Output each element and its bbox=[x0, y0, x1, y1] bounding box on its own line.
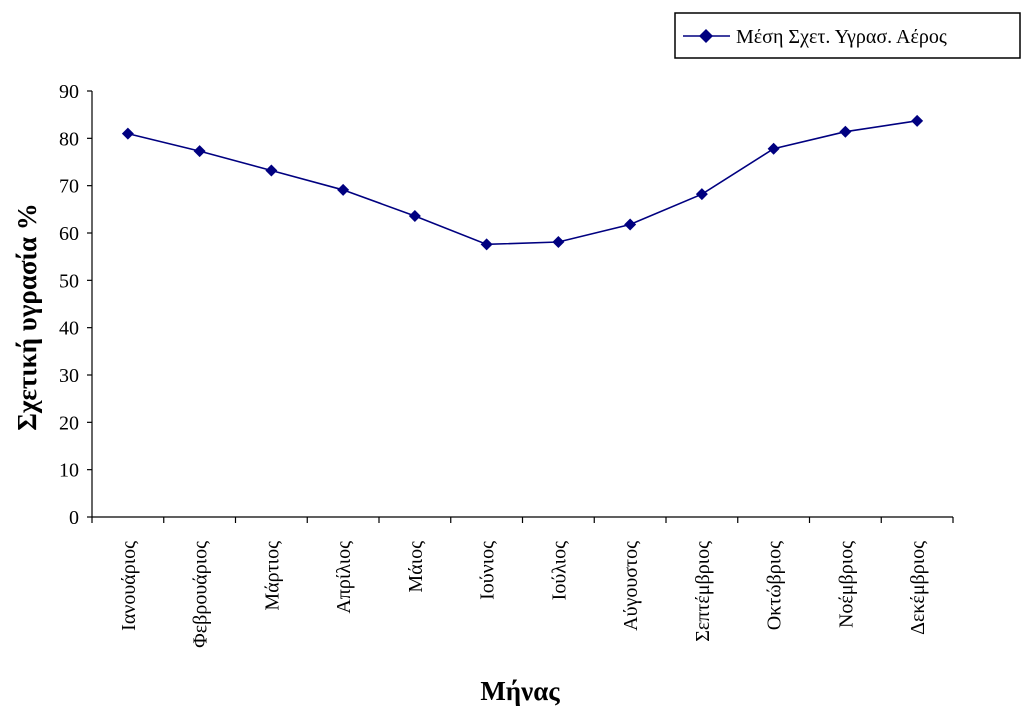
y-tick-label: 80 bbox=[59, 128, 79, 150]
x-tick-label: Δεκέμβριος bbox=[907, 541, 929, 635]
x-tick-label: Μάιος bbox=[405, 541, 427, 593]
y-tick-label: 70 bbox=[59, 176, 79, 198]
data-point-marker bbox=[193, 145, 206, 158]
y-tick-label: 10 bbox=[59, 460, 79, 482]
x-tick-label: Αύγουστος bbox=[620, 541, 642, 631]
y-tick-label: 30 bbox=[59, 365, 79, 387]
x-tick-labels: Ιανουάριος Φεβρουάριος Μάρτιος Απρίλιος Μάιο… bbox=[118, 541, 929, 648]
x-axis-title: Μήνας bbox=[480, 676, 560, 706]
data-point-marker bbox=[480, 238, 493, 251]
axes bbox=[91, 91, 953, 518]
y-tick-label: 20 bbox=[59, 412, 79, 434]
legend-label: Μέση Σχετ. Υγρασ. Αέρος bbox=[736, 26, 947, 48]
x-tick-label: Φεβρουάριος bbox=[190, 541, 212, 648]
data-point-marker bbox=[695, 188, 708, 201]
x-tick-label: Ιανουάριος bbox=[118, 541, 140, 631]
x-tick-label: Ιούλιος bbox=[548, 541, 570, 600]
y-tick-label: 60 bbox=[59, 223, 79, 245]
data-point-marker bbox=[552, 235, 565, 248]
data-point-marker bbox=[624, 218, 637, 231]
x-tick-label: Απρίλιος bbox=[333, 541, 355, 614]
y-tick-label: 0 bbox=[69, 507, 79, 529]
legend: Μέση Σχετ. Υγρασ. Αέρος bbox=[674, 12, 1021, 59]
data-point-marker bbox=[839, 125, 852, 138]
data-point-marker bbox=[767, 142, 780, 155]
series-line bbox=[127, 120, 918, 246]
data-point-marker bbox=[121, 127, 134, 140]
x-tick-label: Σεπτέμβριος bbox=[692, 541, 714, 642]
x-tick-label: Οκτώβριος bbox=[764, 541, 786, 630]
data-point-marker bbox=[337, 183, 350, 196]
x-tick-label: Μάρτιος bbox=[261, 541, 283, 611]
data-point-marker bbox=[911, 114, 924, 127]
x-tick-label: Νοέμβριος bbox=[835, 541, 857, 628]
y-tick-label: 90 bbox=[59, 81, 79, 103]
data-point-marker bbox=[408, 209, 421, 222]
x-ticks bbox=[91, 517, 954, 523]
x-tick-label: Ιούνιος bbox=[477, 541, 499, 600]
y-axis-title: Σχετική υγρασία % bbox=[12, 203, 42, 431]
y-ticks: 0 10 20 30 40 50 60 70 80 90 bbox=[59, 81, 92, 529]
y-tick-label: 40 bbox=[59, 318, 79, 340]
data-point-marker bbox=[265, 164, 278, 177]
legend-marker-diamond bbox=[699, 29, 713, 43]
legend-box bbox=[674, 12, 1021, 59]
data-points bbox=[121, 114, 924, 251]
y-tick-label: 50 bbox=[59, 270, 79, 292]
